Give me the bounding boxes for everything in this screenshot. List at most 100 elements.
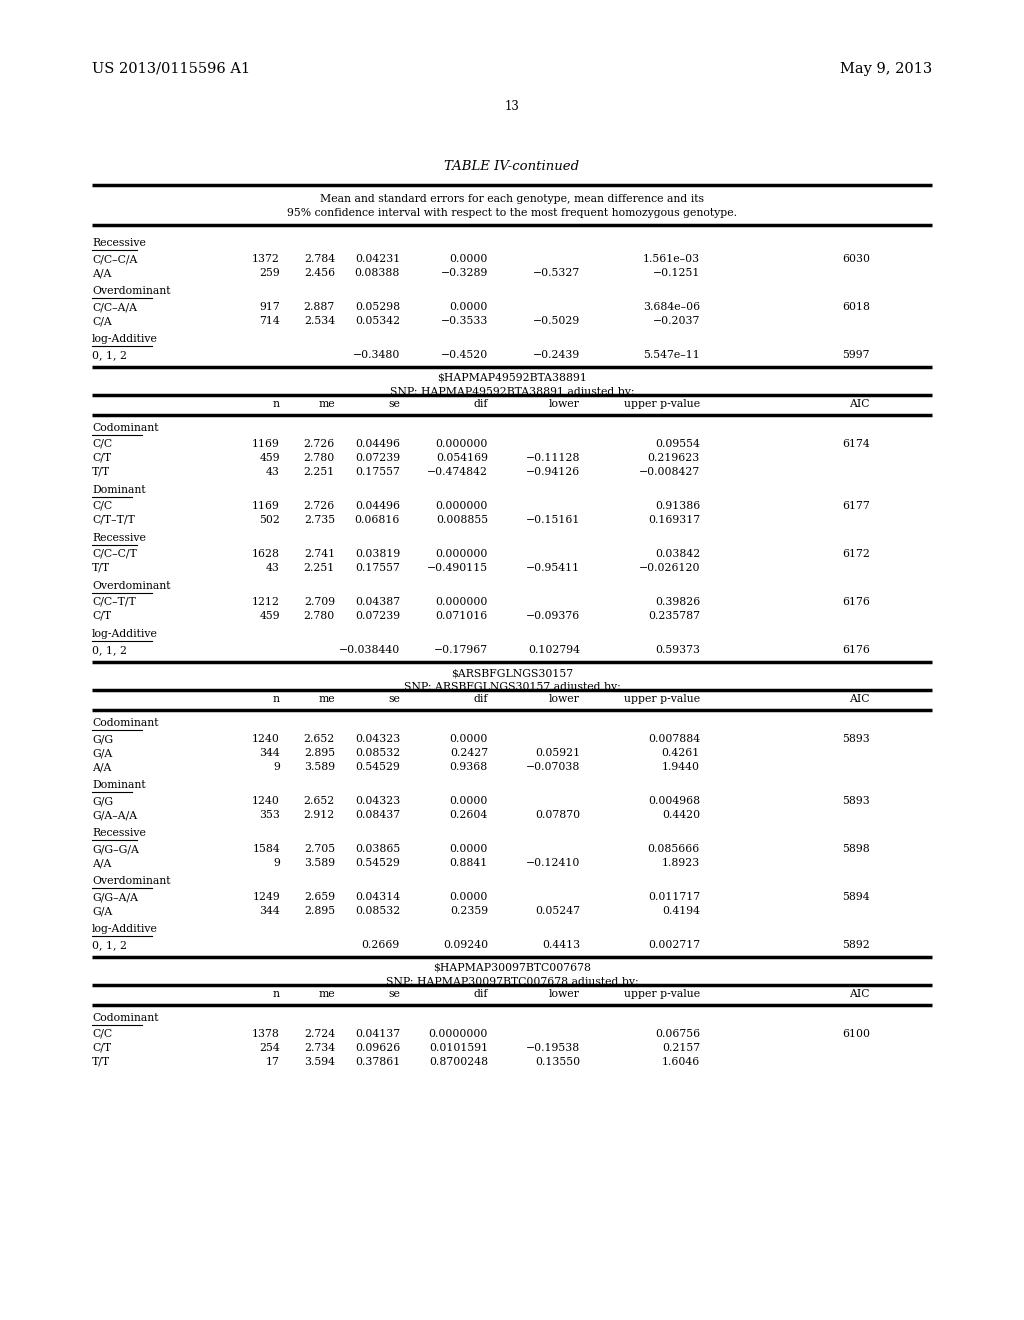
Text: 9: 9 <box>273 858 280 869</box>
Text: 0, 1, 2: 0, 1, 2 <box>92 645 127 655</box>
Text: 2.652: 2.652 <box>304 734 335 744</box>
Text: −0.17967: −0.17967 <box>434 645 488 655</box>
Text: 0.169317: 0.169317 <box>648 515 700 525</box>
Text: 459: 459 <box>259 453 280 463</box>
Text: me: me <box>318 989 335 999</box>
Text: −0.19538: −0.19538 <box>525 1043 580 1053</box>
Text: 2.726: 2.726 <box>304 502 335 511</box>
Text: 5893: 5893 <box>843 734 870 744</box>
Text: 2.912: 2.912 <box>304 810 335 820</box>
Text: 3.589: 3.589 <box>304 762 335 772</box>
Text: 0.04314: 0.04314 <box>355 892 400 902</box>
Text: 0.2427: 0.2427 <box>450 748 488 758</box>
Text: Mean and standard errors for each genotype, mean difference and its: Mean and standard errors for each genoty… <box>319 194 705 205</box>
Text: $HAPMAP30097BTC007678: $HAPMAP30097BTC007678 <box>433 964 591 973</box>
Text: 2.735: 2.735 <box>304 515 335 525</box>
Text: 2.456: 2.456 <box>304 268 335 279</box>
Text: 0.102794: 0.102794 <box>528 645 580 655</box>
Text: −0.5029: −0.5029 <box>532 315 580 326</box>
Text: se: se <box>388 989 400 999</box>
Text: −0.474842: −0.474842 <box>427 467 488 477</box>
Text: 0.085666: 0.085666 <box>648 843 700 854</box>
Text: 0.17557: 0.17557 <box>355 467 400 477</box>
Text: 13: 13 <box>505 100 519 114</box>
Text: C/T: C/T <box>92 453 112 463</box>
Text: Codominant: Codominant <box>92 718 159 729</box>
Text: −0.008427: −0.008427 <box>639 467 700 477</box>
Text: 0.4261: 0.4261 <box>662 748 700 758</box>
Text: 6176: 6176 <box>842 645 870 655</box>
Text: Overdominant: Overdominant <box>92 581 171 591</box>
Text: 2.780: 2.780 <box>304 453 335 463</box>
Text: 1.6046: 1.6046 <box>662 1057 700 1067</box>
Text: 5.547e–11: 5.547e–11 <box>643 350 700 360</box>
Text: Dominant: Dominant <box>92 780 145 789</box>
Text: 5893: 5893 <box>843 796 870 807</box>
Text: 0, 1, 2: 0, 1, 2 <box>92 350 127 360</box>
Text: $HAPMAP49592BTA38891: $HAPMAP49592BTA38891 <box>437 374 587 383</box>
Text: 0.002717: 0.002717 <box>648 940 700 950</box>
Text: 0.05342: 0.05342 <box>355 315 400 326</box>
Text: 0.05298: 0.05298 <box>355 302 400 312</box>
Text: dif: dif <box>473 989 488 999</box>
Text: 344: 344 <box>259 748 280 758</box>
Text: TABLE IV-continued: TABLE IV-continued <box>444 160 580 173</box>
Text: 0.04387: 0.04387 <box>355 597 400 607</box>
Text: Recessive: Recessive <box>92 828 145 838</box>
Text: 1249: 1249 <box>252 892 280 902</box>
Text: C/C: C/C <box>92 1030 112 1039</box>
Text: 5997: 5997 <box>843 350 870 360</box>
Text: 0.2157: 0.2157 <box>662 1043 700 1053</box>
Text: 6176: 6176 <box>842 597 870 607</box>
Text: 1.561e–03: 1.561e–03 <box>643 253 700 264</box>
Text: Recessive: Recessive <box>92 533 145 543</box>
Text: 0.2669: 0.2669 <box>361 940 400 950</box>
Text: 6100: 6100 <box>842 1030 870 1039</box>
Text: −0.2439: −0.2439 <box>532 350 580 360</box>
Text: 0.08532: 0.08532 <box>354 906 400 916</box>
Text: n: n <box>273 399 280 409</box>
Text: 0.04496: 0.04496 <box>355 440 400 449</box>
Text: −0.94126: −0.94126 <box>525 467 580 477</box>
Text: 6174: 6174 <box>843 440 870 449</box>
Text: 0.000000: 0.000000 <box>435 440 488 449</box>
Text: se: se <box>388 694 400 704</box>
Text: 5898: 5898 <box>843 843 870 854</box>
Text: 0.2604: 0.2604 <box>450 810 488 820</box>
Text: 0.07870: 0.07870 <box>535 810 580 820</box>
Text: C/C–C/T: C/C–C/T <box>92 549 137 558</box>
Text: 1.8923: 1.8923 <box>662 858 700 869</box>
Text: −0.11128: −0.11128 <box>525 453 580 463</box>
Text: n: n <box>273 694 280 704</box>
Text: −0.3533: −0.3533 <box>440 315 488 326</box>
Text: 2.734: 2.734 <box>304 1043 335 1053</box>
Text: 1378: 1378 <box>252 1030 280 1039</box>
Text: lower: lower <box>549 694 580 704</box>
Text: C/T: C/T <box>92 611 112 620</box>
Text: 0.8841: 0.8841 <box>450 858 488 869</box>
Text: A/A: A/A <box>92 858 112 869</box>
Text: log-Additive: log-Additive <box>92 924 158 935</box>
Text: 2.705: 2.705 <box>304 843 335 854</box>
Text: C/A: C/A <box>92 315 112 326</box>
Text: C/T–T/T: C/T–T/T <box>92 515 135 525</box>
Text: 0.007884: 0.007884 <box>648 734 700 744</box>
Text: 2.251: 2.251 <box>304 564 335 573</box>
Text: A/A: A/A <box>92 762 112 772</box>
Text: 0.04323: 0.04323 <box>354 796 400 807</box>
Text: C/C: C/C <box>92 440 112 449</box>
Text: me: me <box>318 694 335 704</box>
Text: upper p-value: upper p-value <box>624 989 700 999</box>
Text: C/C–A/A: C/C–A/A <box>92 302 137 312</box>
Text: 0.07239: 0.07239 <box>355 453 400 463</box>
Text: 2.726: 2.726 <box>304 440 335 449</box>
Text: 714: 714 <box>259 315 280 326</box>
Text: G/A–A/A: G/A–A/A <box>92 810 137 820</box>
Text: upper p-value: upper p-value <box>624 694 700 704</box>
Text: 0.09626: 0.09626 <box>354 1043 400 1053</box>
Text: 2.652: 2.652 <box>304 796 335 807</box>
Text: 259: 259 <box>259 268 280 279</box>
Text: G/G–A/A: G/G–A/A <box>92 892 138 902</box>
Text: G/G: G/G <box>92 796 113 807</box>
Text: 1169: 1169 <box>252 440 280 449</box>
